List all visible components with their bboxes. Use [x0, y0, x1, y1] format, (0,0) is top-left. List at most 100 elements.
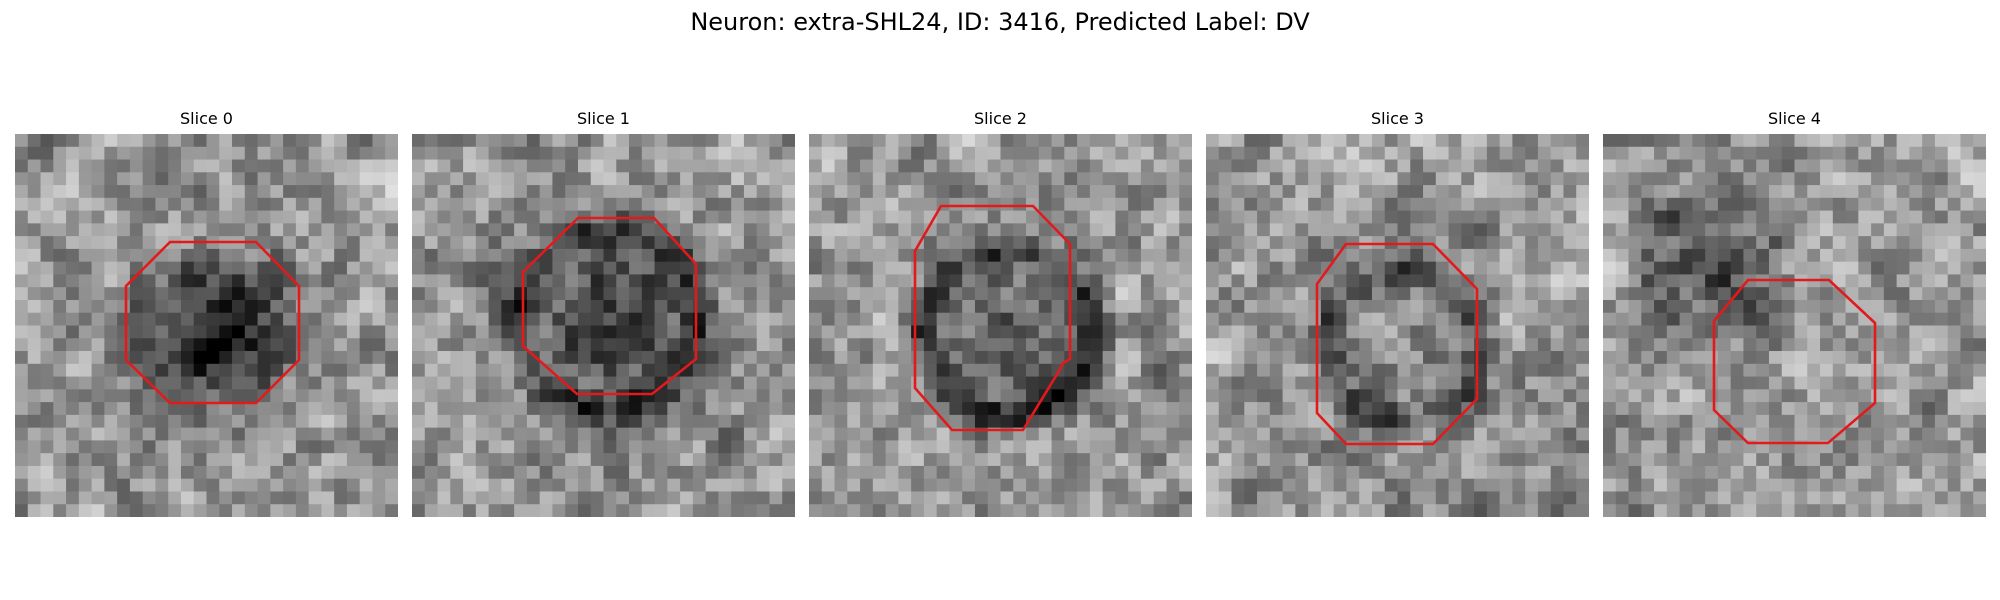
image-pixel [206, 287, 220, 301]
image-pixel [412, 363, 426, 378]
image-pixel [1550, 465, 1565, 480]
image-pixel [898, 185, 912, 199]
image-pixel [475, 402, 490, 416]
image-pixel [641, 274, 656, 288]
image-pixel [1308, 414, 1322, 429]
image-pixel [1563, 427, 1577, 441]
image-pixel [450, 159, 464, 173]
image-pixel [565, 427, 579, 441]
image-pixel [1231, 197, 1245, 212]
image-pixel [936, 287, 951, 301]
image-pixel [488, 338, 502, 352]
image-pixel [1333, 376, 1348, 390]
image-pixel [1525, 261, 1539, 276]
image-pixel [463, 389, 477, 403]
image-pixel [359, 223, 374, 237]
image-pixel [437, 338, 451, 352]
image-pixel [488, 236, 502, 250]
image-pixel [987, 351, 1002, 365]
image-pixel [577, 376, 592, 390]
image-pixel [321, 299, 335, 314]
image-pixel [359, 491, 374, 505]
image-pixel [295, 134, 310, 148]
image-pixel [552, 159, 566, 173]
image-pixel [1231, 465, 1245, 480]
image-pixel [1474, 236, 1488, 250]
image-pixel [1089, 134, 1104, 148]
image-pixel [463, 351, 477, 365]
image-pixel [1576, 248, 1589, 263]
image-pixel [1077, 478, 1091, 493]
image-pixel [1140, 312, 1155, 327]
image-pixel [193, 427, 208, 441]
image-pixel [1576, 325, 1589, 339]
image-pixel [193, 223, 208, 237]
image-pixel [743, 414, 758, 429]
image-pixel [1934, 248, 1949, 263]
image-pixel [463, 134, 477, 148]
image-pixel [232, 134, 246, 148]
image-pixel [949, 223, 963, 237]
image-pixel [1384, 159, 1399, 173]
image-pixel [1231, 312, 1245, 327]
image-pixel [936, 351, 951, 365]
image-pixel [1666, 172, 1681, 186]
image-pixel [603, 223, 617, 237]
image-pixel [821, 389, 836, 403]
image-pixel [577, 312, 592, 327]
image-pixel [27, 453, 42, 467]
image-pixel [450, 274, 464, 288]
image-pixel [385, 376, 398, 390]
image-pixel [616, 453, 630, 467]
image-pixel [78, 134, 93, 148]
slice-title: Slice 4 [1768, 109, 1821, 128]
image-pixel [1244, 351, 1258, 365]
image-pixel [539, 261, 554, 276]
image-pixel [1115, 134, 1129, 148]
image-pixel [244, 197, 259, 212]
image-pixel [1934, 351, 1949, 365]
image-pixel [1794, 402, 1808, 416]
image-pixel [412, 159, 426, 173]
image-pixel [1013, 351, 1027, 365]
image-pixel [1537, 453, 1552, 467]
image-pixel [821, 223, 836, 237]
image-pixel [1346, 325, 1360, 339]
image-pixel [437, 478, 451, 493]
image-pixel [1257, 351, 1271, 365]
image-pixel [475, 363, 490, 378]
image-pixel [308, 402, 322, 416]
image-pixel [743, 504, 758, 517]
image-pixel [654, 478, 668, 493]
image-pixel [974, 402, 989, 416]
image-pixel [872, 427, 887, 441]
image-pixel [1922, 389, 1936, 403]
image-pixel [1807, 491, 1821, 505]
image-pixel [898, 134, 912, 148]
image-pixel [372, 274, 386, 288]
image-pixel [27, 236, 42, 250]
image-pixel [680, 236, 694, 250]
image-pixel [1794, 248, 1808, 263]
image-pixel [1654, 478, 1668, 493]
image-pixel [15, 427, 29, 441]
image-pixel [1435, 236, 1450, 250]
image-pixel [1013, 453, 1027, 467]
image-pixel [168, 261, 182, 276]
image-pixel [1153, 210, 1168, 224]
image-pixel [1679, 440, 1693, 454]
image-pixel [1883, 440, 1898, 454]
image-pixel [1102, 223, 1116, 237]
image-pixel [705, 223, 719, 237]
image-pixel [117, 376, 131, 390]
image-pixel [1435, 210, 1450, 224]
image-pixel [1947, 440, 1962, 454]
image-pixel [539, 312, 554, 327]
image-pixel [488, 185, 502, 199]
image-pixel [1883, 261, 1898, 276]
image-pixel [78, 414, 93, 429]
image-pixel [860, 427, 874, 441]
image-pixel [1973, 491, 1986, 505]
image-pixel [1576, 478, 1589, 493]
image-pixel [1282, 287, 1296, 301]
